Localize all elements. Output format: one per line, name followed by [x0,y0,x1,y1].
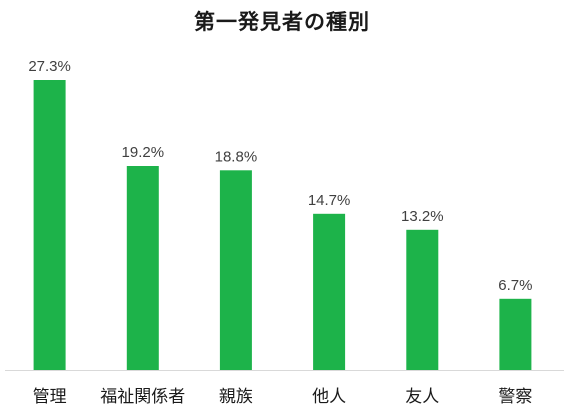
data-label-5: 13.2% [401,208,444,225]
bar-1 [33,80,66,370]
data-label-2: 19.2% [122,144,165,161]
category-label-3: 親族 [219,387,253,407]
bar-6 [499,298,532,370]
data-labels-group: 27.3% 19.2% 18.8% 14.7% 13.2% 6.7% [28,58,532,294]
bar-2 [126,166,159,370]
category-label-5: 友人 [405,387,439,407]
category-label-2: 福祉関係者 [100,387,185,407]
bar-5 [406,229,439,370]
category-labels-group: 管理 福祉関係者 親族 他人 友人 警察 [33,387,533,407]
bar-4 [313,213,346,370]
data-label-4: 14.7% [308,192,351,209]
data-label-6: 6.7% [498,277,532,294]
data-label-1: 27.3% [28,58,71,75]
category-label-6: 警察 [498,387,532,407]
data-label-3: 18.8% [215,148,258,165]
category-label-1: 管理 [33,387,67,407]
bar-3 [219,170,252,370]
chart-title: 第一発見者の種別 [194,10,370,34]
bars-group [33,80,532,370]
category-label-4: 他人 [312,387,346,407]
